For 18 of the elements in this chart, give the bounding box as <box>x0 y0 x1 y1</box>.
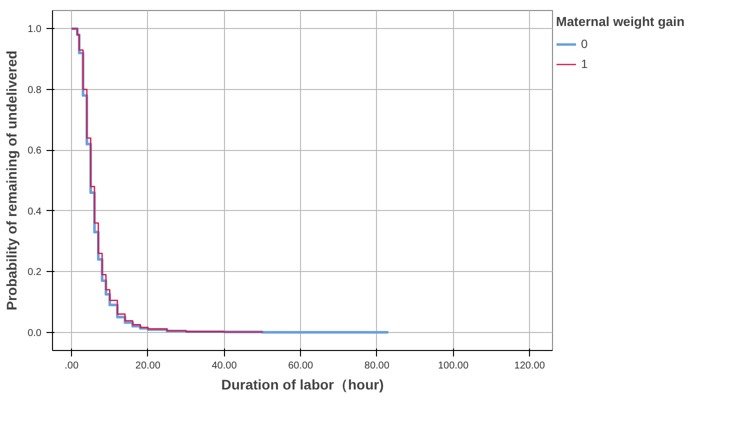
x-tick-label: .00 <box>64 360 79 372</box>
x-tick-label: 20.00 <box>135 360 161 372</box>
x-tick-label: 60.00 <box>288 360 314 372</box>
legend-label: 1 <box>581 57 589 71</box>
y-tick-label: 0.2 <box>28 267 42 278</box>
x-tick-label: 40.00 <box>212 360 238 372</box>
legend-label: 0 <box>581 37 589 51</box>
x-axis-title: Duration of labor（hour) <box>221 376 384 392</box>
x-tick-label: 100.00 <box>438 360 469 372</box>
x-tick-label: 120.00 <box>514 360 546 372</box>
y-tick-label: 0.4 <box>28 206 42 218</box>
y-tick-label: 0.8 <box>28 84 42 96</box>
x-tick-label: 80.00 <box>364 360 390 372</box>
y-tick-label: 0.6 <box>28 146 42 157</box>
legend-title: Maternal weight gain <box>556 14 685 29</box>
y-tick-label: 0.0 <box>28 328 42 339</box>
y-tick-label: 1.0 <box>28 24 42 36</box>
y-axis-title: Probability of remaining of undelivered <box>4 50 20 310</box>
